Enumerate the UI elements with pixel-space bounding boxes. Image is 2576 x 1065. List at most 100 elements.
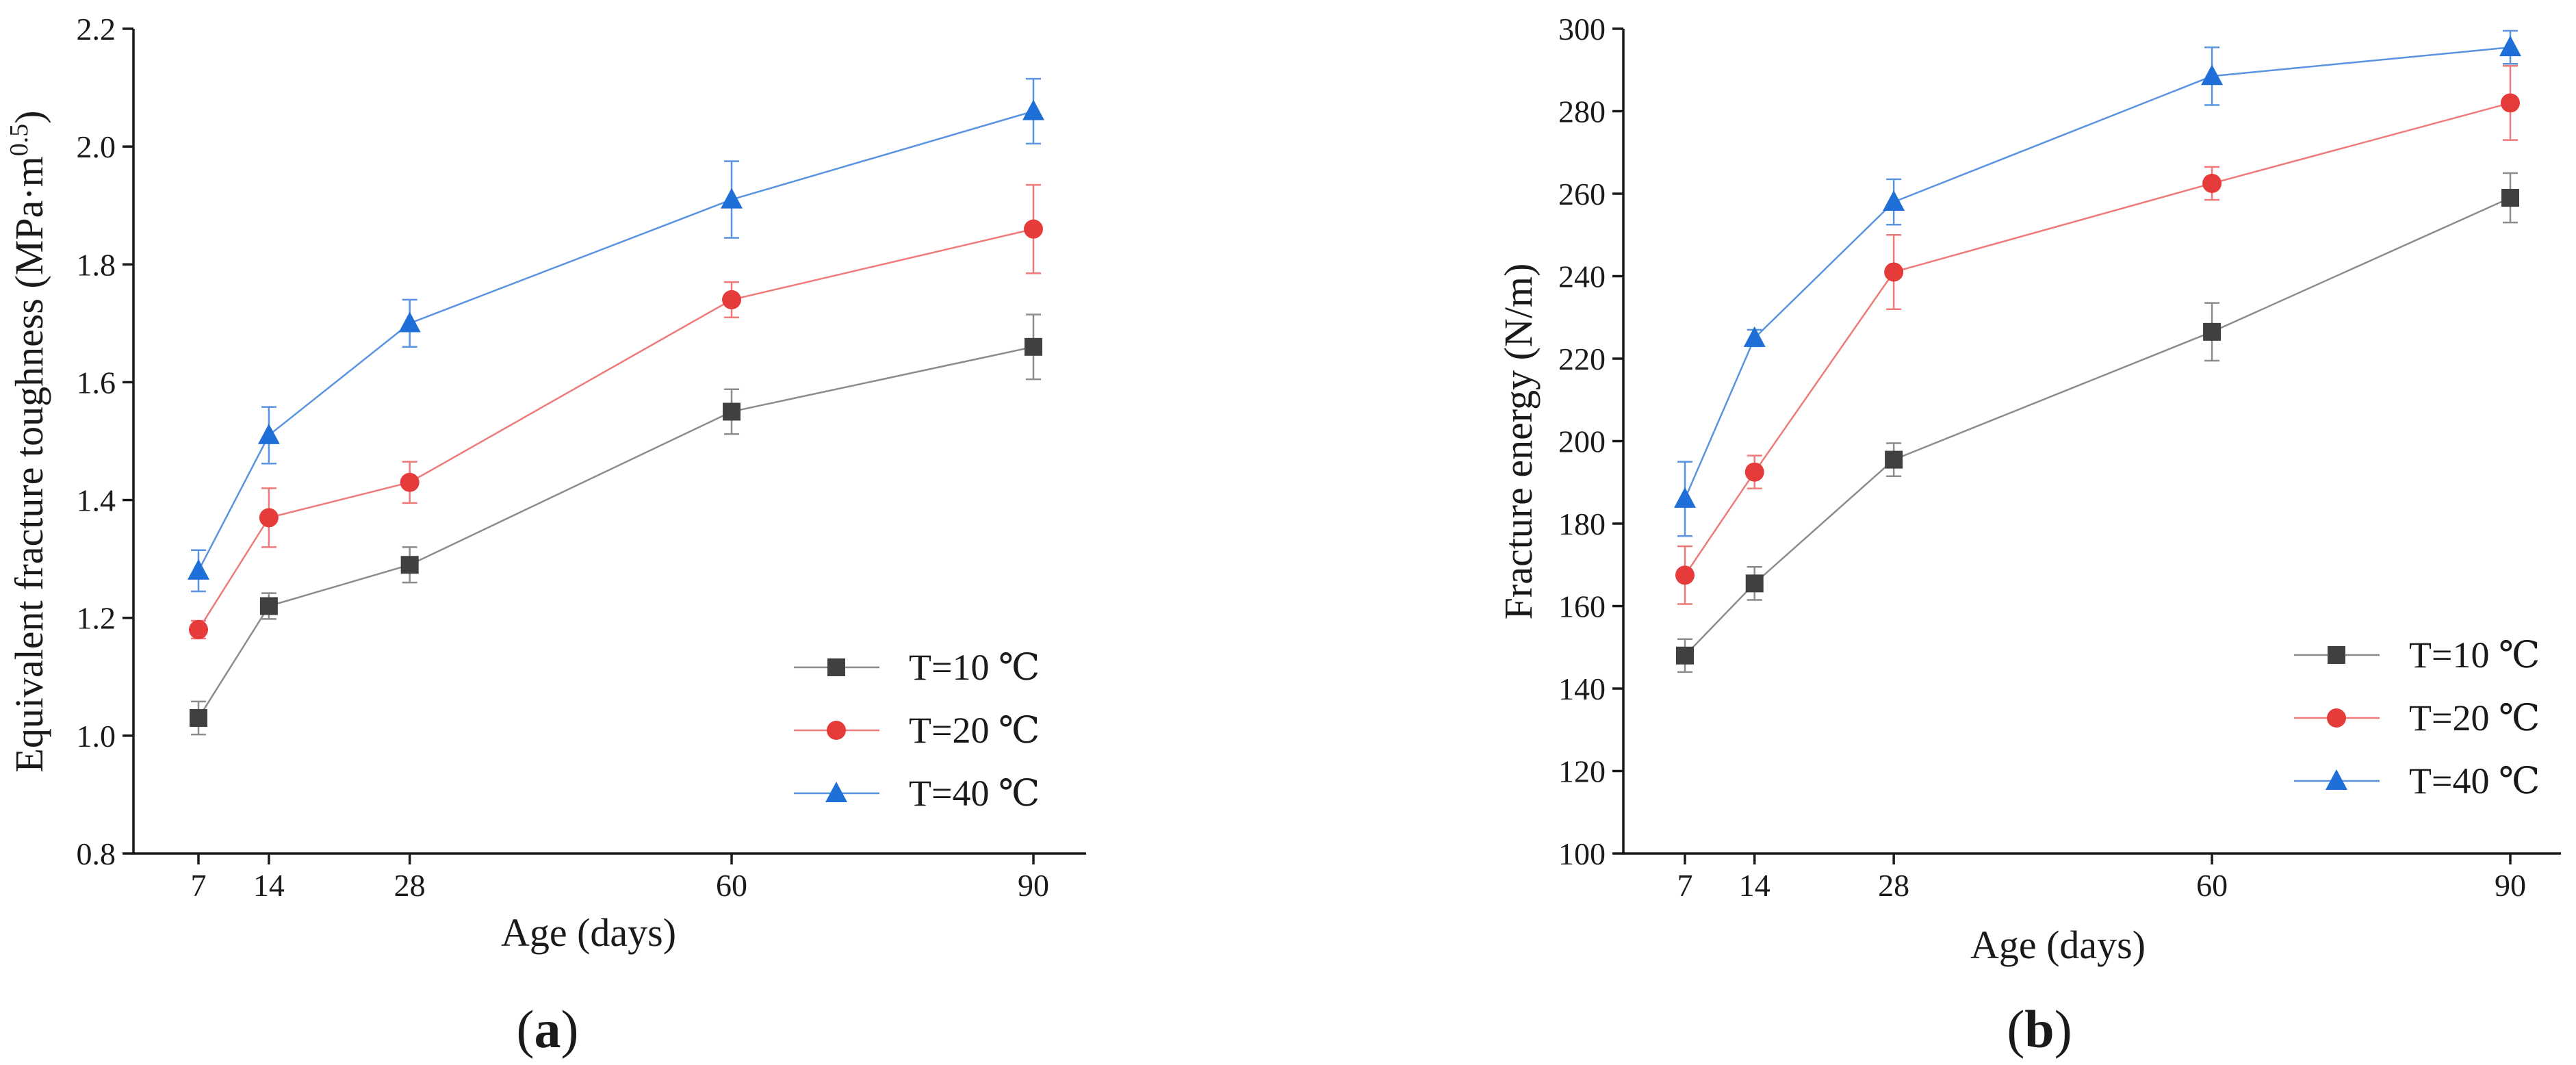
legend-label: T=40 ℃ <box>909 773 1040 814</box>
data-point <box>400 472 420 492</box>
series-3 <box>1674 29 2521 537</box>
data-point <box>2203 322 2221 341</box>
legend-item-3: T=40 ℃ <box>794 773 1040 814</box>
data-point <box>2501 93 2520 113</box>
y-tick-label: 260 <box>1558 177 1606 211</box>
y-tick-label: 1.6 <box>77 365 116 400</box>
x-tick-label: 28 <box>394 868 426 903</box>
data-point <box>189 619 208 639</box>
series-1 <box>1676 172 2519 673</box>
x-tick-label: 14 <box>253 868 285 903</box>
legend-marker <box>825 782 847 802</box>
series-2 <box>1675 64 2520 605</box>
data-point <box>1743 326 1766 347</box>
plot-area-a <box>188 77 1044 736</box>
data-point <box>1025 337 1042 356</box>
y-axis-title-a: Equivalent fracture toughness (MPa·m0.5) <box>5 110 51 772</box>
y-tick-label: 0.8 <box>77 836 116 871</box>
data-point <box>1022 99 1044 120</box>
series-3 <box>188 77 1044 593</box>
series-line <box>1684 102 2511 576</box>
legend-marker <box>2327 708 2346 728</box>
y-tick-label: 1.2 <box>77 601 116 636</box>
series-line <box>1684 196 2511 656</box>
data-point <box>2501 189 2519 207</box>
y-tick-label: 1.4 <box>77 483 116 518</box>
legend-marker <box>827 721 846 740</box>
axes-frame-a <box>132 29 1086 855</box>
data-point <box>259 597 278 615</box>
data-point <box>1883 190 1905 211</box>
y-tick-label: 140 <box>1558 671 1606 706</box>
y-ticks-b: 100 120 140 160 180 200 220 240 260 280 300 <box>1558 12 1623 871</box>
data-point <box>1884 262 1904 282</box>
data-point <box>1675 565 1695 585</box>
data-point <box>2202 173 2222 193</box>
panel-label-b: (b) <box>2007 999 2072 1059</box>
data-point <box>398 311 421 333</box>
y-ticks-a: 0.8 1.0 1.2 1.4 1.6 1.8 2.0 2.2 <box>77 12 133 871</box>
data-point <box>723 402 741 421</box>
legend-marker <box>2328 646 2345 664</box>
y-tick-label: 200 <box>1558 424 1606 459</box>
data-point <box>2201 64 2224 86</box>
legend-marker <box>2326 769 2347 790</box>
legend-label: T=20 ℃ <box>2409 697 2540 739</box>
x-tick-label: 28 <box>1878 868 1909 903</box>
legend-b: T=10 ℃ T=20 ℃ T=40 ℃ <box>2294 634 2540 801</box>
series-line <box>1684 46 2511 500</box>
x-axis-title-a: Age (days) <box>501 910 676 955</box>
x-tick-label: 7 <box>1677 868 1693 903</box>
data-point <box>1744 462 1764 482</box>
plot-area-b <box>1674 29 2521 673</box>
y-tick-label: 2.0 <box>77 129 116 164</box>
data-point <box>721 188 743 209</box>
legend-label: T=10 ℃ <box>2409 634 2540 676</box>
x-tick-label: 90 <box>2495 868 2526 903</box>
y-tick-label: 120 <box>1558 754 1606 789</box>
y-tick-label: 220 <box>1558 342 1606 376</box>
series-line <box>197 346 1034 719</box>
data-point <box>257 423 280 444</box>
y-tick-label: 180 <box>1558 506 1606 541</box>
y-tick-label: 1.8 <box>77 247 116 282</box>
x-tick-label: 7 <box>191 868 207 903</box>
data-point <box>1676 646 1694 665</box>
y-tick-label: 2.2 <box>77 12 116 47</box>
y-tick-label: 240 <box>1558 259 1606 294</box>
legend-item-2: T=20 ℃ <box>2294 697 2540 739</box>
legend-label: T=10 ℃ <box>909 647 1040 688</box>
legend-label: T=20 ℃ <box>909 710 1040 751</box>
x-axis-title-b: Age (days) <box>1970 923 2146 967</box>
panel-a: 0.8 1.0 1.2 1.4 1.6 1.8 2.0 2.2 7 14 28 60 90 Age (… <box>5 12 1086 1059</box>
data-point <box>259 508 279 528</box>
series-line <box>197 110 1034 572</box>
data-point <box>1674 487 1696 508</box>
axes-frame-b <box>1622 29 2561 855</box>
data-point <box>722 290 742 309</box>
legend-label: T=40 ℃ <box>2409 760 2540 801</box>
series-line <box>197 228 1034 630</box>
legend-item-3: T=40 ℃ <box>2294 760 2540 801</box>
legend-item-1: T=10 ℃ <box>2294 634 2540 676</box>
y-tick-label: 300 <box>1558 12 1606 47</box>
data-point <box>1745 574 1764 593</box>
panel-label-a: (a) <box>517 999 579 1059</box>
x-tick-label: 14 <box>1739 868 1770 903</box>
x-tick-label: 90 <box>1018 868 1049 903</box>
x-tick-label: 60 <box>716 868 747 903</box>
data-point <box>190 709 207 728</box>
legend-item-1: T=10 ℃ <box>794 647 1040 688</box>
legend-item-2: T=20 ℃ <box>794 710 1040 751</box>
y-axis-title-b: Fracture energy (N/m) <box>1496 264 1541 620</box>
x-ticks-b: 7 14 28 60 90 <box>1677 854 2526 903</box>
data-point <box>1885 450 1903 469</box>
y-tick-label: 280 <box>1558 94 1606 129</box>
legend-marker <box>827 658 845 676</box>
series-2 <box>189 183 1043 640</box>
x-tick-label: 60 <box>2196 868 2228 903</box>
y-tick-label: 100 <box>1558 836 1606 871</box>
y-tick-label: 1.0 <box>77 719 116 754</box>
data-point <box>1024 219 1043 239</box>
